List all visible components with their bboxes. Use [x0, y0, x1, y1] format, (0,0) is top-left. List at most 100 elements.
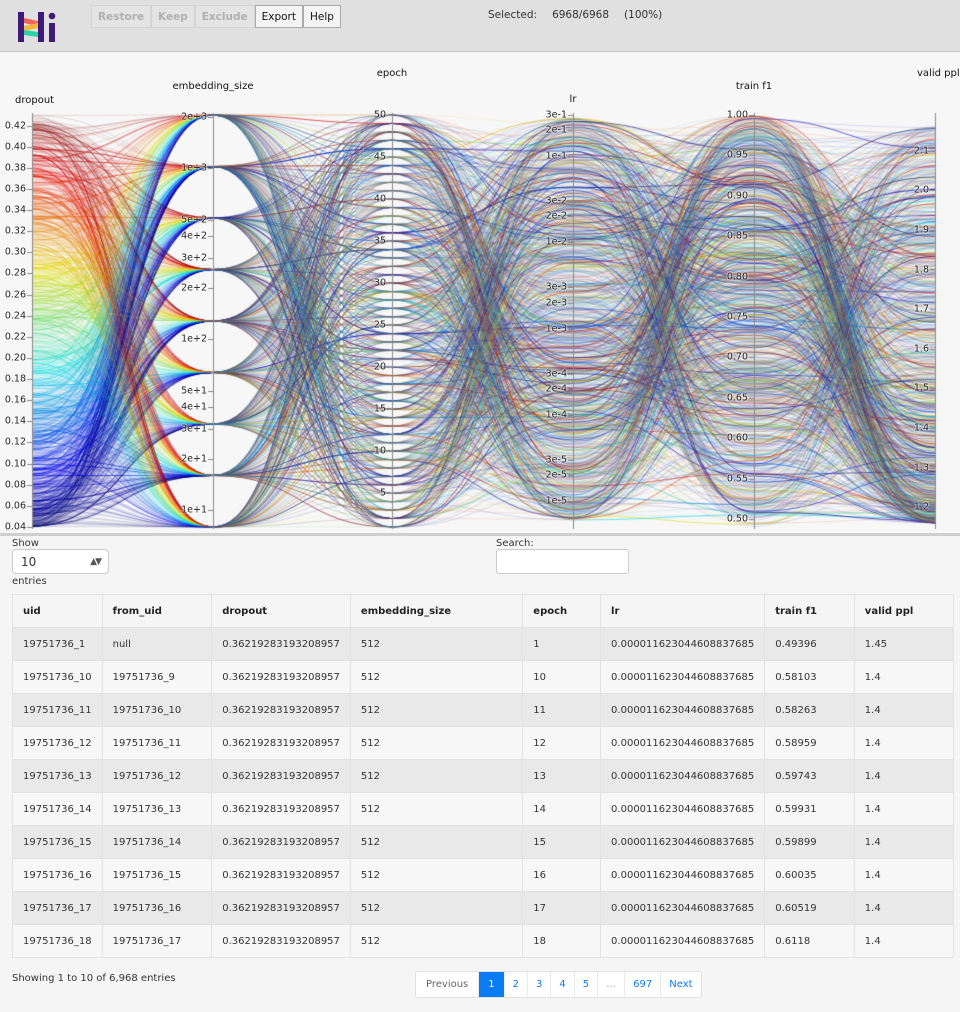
column-header-epoch[interactable]: epoch	[522, 594, 602, 628]
table-row[interactable]: 19751736_12 19751736_11 0.3621928319320895…	[12, 726, 955, 760]
cell-embedding_size: 512	[349, 858, 524, 892]
axis-tick-label: 1.7	[913, 303, 929, 315]
cell-from_uid: 19751736_16	[101, 891, 213, 925]
axis-tick-label: 0.75	[726, 311, 748, 323]
axis-tick-label: 1.6	[913, 343, 929, 355]
show-label: Show	[12, 538, 39, 549]
axis-tick-label: 5e+2	[181, 214, 207, 226]
page-size-select[interactable]: 10 ▲▼	[12, 549, 109, 574]
keep-button[interactable]: Keep	[151, 5, 195, 28]
table-row[interactable]: 19751736_11 19751736_10 0.3621928319320895…	[12, 693, 955, 727]
cell-uid: 19751736_15	[12, 825, 103, 859]
cell-lr: 0.000011623044608837685	[600, 792, 766, 826]
cell-dropout: 0.36219283193208957	[211, 660, 351, 694]
axis-title-dropout[interactable]: dropout	[15, 95, 55, 106]
axis-tick-label: 0.12	[4, 436, 26, 448]
selected-label: Selected:	[488, 9, 538, 21]
cell-valid-ppl: 1.4	[853, 858, 955, 892]
cell-dropout: 0.36219283193208957	[211, 924, 351, 958]
cell-uid: 19751736_13	[12, 759, 103, 793]
cell-train-f1: 0.59899	[764, 825, 855, 859]
column-header-uid[interactable]: uid	[12, 594, 103, 628]
cell-valid-ppl: 1.4	[853, 693, 955, 727]
table-row[interactable]: 19751736_17 19751736_16 0.3621928319320895…	[12, 891, 955, 925]
axis-tick-label: 2.1	[913, 145, 929, 157]
axis-tick-label: 2.0	[913, 184, 929, 196]
table-body: 19751736_1 null 0.36219283193208957 512 1 0.0…	[12, 627, 955, 958]
cell-embedding_size: 512	[349, 759, 524, 793]
pagination: Previous 1 2 3 4 5… 697 Next	[415, 971, 702, 998]
table-row[interactable]: 19751736_18 19751736_17 0.3621928319320895…	[12, 924, 955, 958]
page-2-button[interactable]: 2	[505, 972, 529, 997]
cell-embedding_size: 512	[349, 792, 524, 826]
column-header-valid-ppl[interactable]: valid ppl	[853, 594, 955, 628]
page-1-button[interactable]: 1	[479, 972, 505, 997]
table-row[interactable]: 19751736_1 null 0.36219283193208957 512 1 0.0…	[12, 627, 955, 661]
axis-tick-label: 0.14	[4, 415, 26, 427]
cell-uid: 19751736_1	[12, 627, 103, 661]
axis-tick-label: 5	[379, 487, 386, 499]
column-header-dropout[interactable]: dropout	[211, 594, 351, 628]
cell-dropout: 0.36219283193208957	[211, 858, 351, 892]
axis-tick-label: 0.32	[4, 225, 26, 237]
cell-epoch: 13	[522, 759, 602, 793]
search-input[interactable]	[496, 549, 629, 574]
cell-embedding_size: 512	[349, 627, 524, 661]
cell-train-f1: 0.59931	[764, 792, 855, 826]
cell-epoch: 17	[522, 891, 602, 925]
axis-tick-label: 15	[373, 403, 386, 415]
axis-title-lr[interactable]: lr	[569, 94, 577, 105]
plot-lines-canvas[interactable]	[0, 53, 960, 533]
table-row[interactable]: 19751736_10 19751736_9 0.36219283193208957…	[12, 660, 955, 694]
cell-epoch: 15	[522, 825, 602, 859]
next-page-button[interactable]: Next	[669, 979, 693, 990]
page-size-value: 10	[21, 554, 37, 569]
cell-train-f1: 0.59743	[764, 759, 855, 793]
axis-tick-label: 0.18	[4, 373, 26, 385]
cell-lr: 0.000011623044608837685	[600, 660, 766, 694]
cell-dropout: 0.36219283193208957	[211, 891, 351, 925]
page-3-button[interactable]: 3	[528, 972, 552, 997]
cell-train-f1: 0.58263	[764, 693, 855, 727]
page-4-button[interactable]: 4	[551, 972, 575, 997]
column-header-lr[interactable]: lr	[600, 594, 766, 628]
axis-tick-label: 4e+1	[181, 401, 207, 413]
table-row[interactable]: 19751736_13 19751736_12 0.3621928319320895…	[12, 759, 955, 793]
cell-lr: 0.000011623044608837685	[600, 627, 766, 661]
cell-embedding_size: 512	[349, 924, 524, 958]
axis-title-embedding_size[interactable]: embedding_size	[172, 81, 254, 92]
axis-tick-label: 3e-4	[545, 368, 567, 380]
axis-tick-label: 2e+1	[181, 453, 207, 465]
axis-tick-label: 4e+2	[181, 230, 207, 242]
table-row[interactable]: 19751736_16 19751736_15 0.3621928319320895…	[12, 858, 955, 892]
axis-title-epoch[interactable]: epoch	[376, 68, 408, 79]
hiplot-logo-icon	[18, 12, 56, 42]
axis-tick-label: 2e-5	[545, 469, 567, 481]
previous-page-button[interactable]: Previous	[416, 972, 480, 997]
resize-divider[interactable]	[0, 533, 960, 536]
axis-title-train-f1[interactable]: train f1	[735, 81, 773, 92]
axis-tick-label: 30	[373, 277, 386, 289]
column-header-train-f1[interactable]: train f1	[764, 594, 855, 628]
column-header-from_uid[interactable]: from_uid	[101, 594, 213, 628]
axis-tick-label: 0.26	[4, 289, 26, 301]
cell-embedding_size: 512	[349, 891, 524, 925]
exclude-button[interactable]: Exclude	[194, 5, 255, 28]
restore-button[interactable]: Restore	[91, 5, 151, 28]
page-697-button[interactable]: 697	[625, 972, 662, 997]
axis-title-valid-ppl[interactable]: valid ppl	[917, 68, 960, 79]
help-button[interactable]: Help	[302, 5, 341, 28]
axis-tick-label: 0.50	[726, 513, 748, 525]
table-row[interactable]: 19751736_14 19751736_13 0.3621928319320895…	[12, 792, 955, 826]
cell-valid-ppl: 1.4	[853, 792, 955, 826]
cell-uid: 19751736_14	[12, 792, 103, 826]
axis-tick-label: 0.34	[4, 204, 26, 216]
page-5-button[interactable]: 5	[575, 972, 599, 997]
selection-status: Selected: 6968/6968 (100%)	[488, 9, 662, 21]
table-row[interactable]: 19751736_15 19751736_14 0.3621928319320895…	[12, 825, 955, 859]
parallel-coordinates-plot[interactable]: dropout 0.42 0.40 0.38 0.36 0.34 0.32 0.30 0.28 0…	[0, 53, 960, 533]
selected-percent: (100%)	[624, 9, 663, 21]
axis-tick-label: 1.5	[913, 382, 929, 394]
column-header-embedding_size[interactable]: embedding_size	[349, 594, 524, 628]
export-button[interactable]: Export	[254, 5, 303, 28]
